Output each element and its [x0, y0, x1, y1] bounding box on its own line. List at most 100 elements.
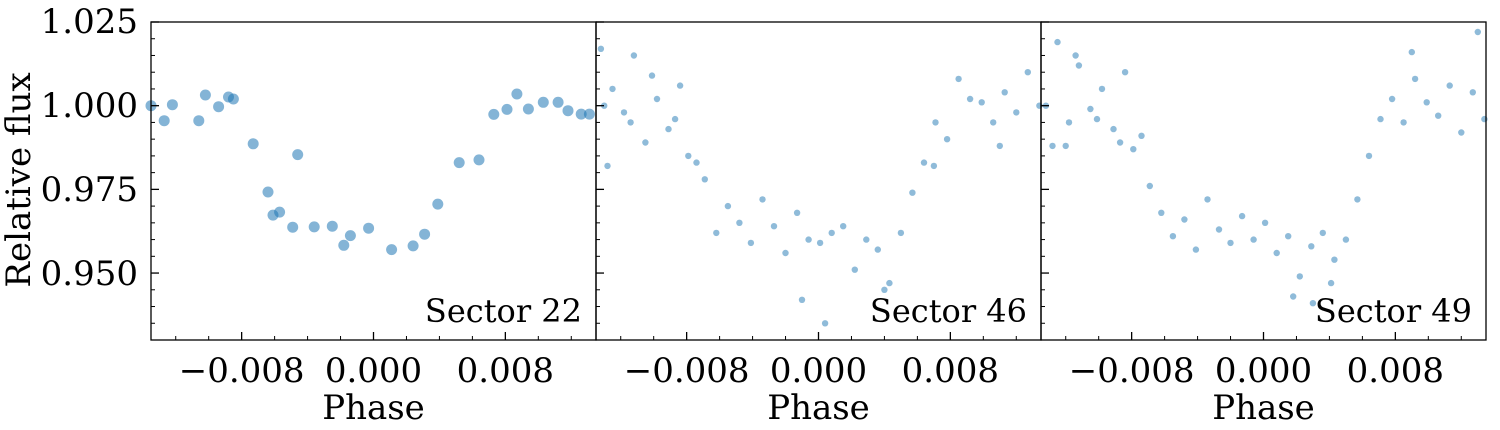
data-point — [676, 82, 684, 89]
panel-3: −0.008 0.000 0.008 Sector 49 Phase — [1040, 21, 1488, 428]
data-point — [620, 109, 628, 116]
data-point — [881, 286, 888, 293]
data-point — [1054, 38, 1061, 46]
data-point — [816, 239, 824, 247]
data-point — [1435, 112, 1442, 119]
data-point — [805, 236, 812, 243]
data-point — [537, 96, 549, 108]
data-point — [1296, 273, 1304, 280]
y-axis-label: Relative flux — [0, 72, 39, 287]
data-point — [1169, 233, 1177, 240]
data-point — [897, 229, 905, 237]
data-point — [1130, 146, 1137, 153]
data-point — [1049, 142, 1056, 150]
x-axis-label: Phase — [1212, 388, 1315, 428]
x-tick-label: 0.000 — [1215, 351, 1312, 391]
data-point — [653, 95, 661, 103]
data-point — [1087, 105, 1094, 113]
y-tick-label: 0.950 — [41, 254, 138, 294]
data-point — [1227, 239, 1234, 247]
data-point — [724, 202, 732, 210]
data-point — [1411, 75, 1419, 83]
x-axis-label: Phase — [322, 388, 425, 428]
data-point — [1327, 279, 1335, 287]
data-point — [863, 236, 870, 243]
data-point — [821, 320, 829, 327]
data-point — [648, 72, 656, 79]
x-tick-label: 0.000 — [325, 351, 422, 391]
data-point — [1072, 52, 1079, 59]
data-point — [1093, 115, 1101, 123]
data-point — [978, 99, 985, 106]
data-point — [363, 222, 375, 234]
data-point — [1408, 48, 1416, 56]
data-point — [701, 176, 708, 183]
data-point — [1138, 132, 1145, 139]
data-point — [609, 85, 616, 93]
data-point — [562, 105, 574, 117]
y-tick-label: 1.025 — [41, 2, 138, 42]
y-tick-label: 1.000 — [41, 86, 138, 126]
x-tick-label: 0.008 — [902, 351, 999, 391]
data-point — [736, 219, 743, 226]
data-point — [1261, 219, 1269, 226]
data-point — [665, 125, 672, 133]
x-tick-label: −0.008 — [179, 351, 305, 391]
data-point — [473, 154, 485, 166]
data-point — [326, 220, 338, 232]
x-axis-label: Phase — [767, 388, 870, 428]
data-point — [932, 119, 939, 126]
data-point — [1365, 152, 1373, 160]
data-point — [747, 239, 755, 247]
data-point — [886, 279, 893, 287]
y-tick-label: 0.975 — [41, 170, 138, 210]
data-point — [1024, 69, 1032, 76]
y-tick-labels: 1.025 1.000 0.975 0.950 — [41, 2, 138, 294]
data-point — [522, 103, 534, 115]
data-point — [630, 52, 638, 59]
data-point — [828, 229, 835, 237]
data-point — [966, 95, 974, 103]
data-point — [1331, 256, 1338, 263]
data-point — [166, 99, 178, 111]
data-point — [407, 240, 419, 252]
data-point — [1309, 300, 1317, 307]
data-point — [338, 239, 350, 251]
data-point — [292, 149, 304, 161]
data-point — [874, 246, 881, 253]
data-point — [1181, 216, 1188, 223]
data-point — [1319, 229, 1327, 237]
data-point — [1273, 249, 1280, 257]
data-point — [920, 159, 928, 166]
data-point — [782, 249, 789, 257]
data-point — [759, 196, 766, 203]
data-point — [840, 223, 847, 230]
data-point — [713, 229, 720, 237]
data-point — [1013, 109, 1020, 116]
data-point — [909, 189, 916, 196]
data-point — [1098, 85, 1106, 93]
data-point — [583, 108, 595, 120]
data-point — [1192, 246, 1200, 253]
data-point — [511, 88, 523, 100]
data-point — [1062, 142, 1069, 150]
data-point — [1285, 233, 1292, 240]
x-tick-label: −0.008 — [1069, 351, 1195, 391]
data-point — [1474, 28, 1482, 36]
data-point — [1065, 119, 1073, 126]
panel-label: Sector 49 — [1315, 292, 1472, 330]
data-point — [1446, 82, 1453, 89]
data-point — [193, 115, 205, 127]
panel-label: Sector 46 — [870, 292, 1027, 330]
data-point — [552, 96, 564, 108]
data-point — [432, 198, 444, 210]
data-point — [1354, 196, 1361, 203]
x-tick-label: −0.008 — [624, 351, 750, 391]
data-point — [1110, 125, 1117, 133]
data-point — [1238, 212, 1246, 220]
data-point — [287, 221, 299, 233]
data-point — [1146, 182, 1154, 190]
data-point — [1204, 196, 1211, 203]
data-point — [930, 162, 938, 170]
